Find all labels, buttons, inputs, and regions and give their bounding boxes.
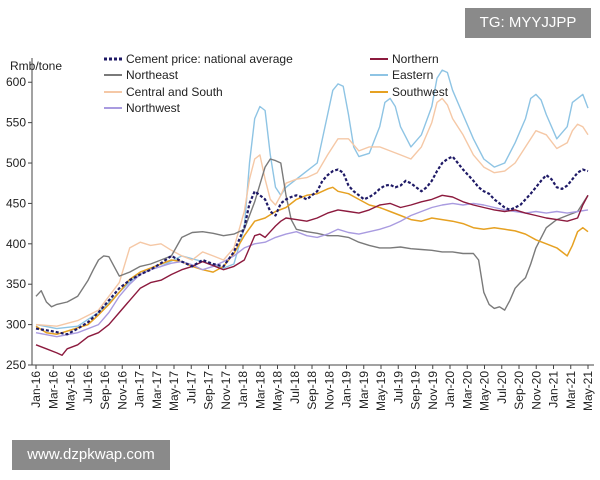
- x-tick-label: Mar-17: [150, 371, 164, 409]
- x-tick-label: Nov-18: [322, 371, 336, 410]
- x-tick-label: Mar-20: [460, 371, 474, 409]
- x-tick-label: Sep-18: [305, 371, 319, 410]
- series-line-northwest: [35, 202, 589, 338]
- x-tick-label: May-16: [64, 371, 78, 411]
- legend-label: Cement price: national average: [126, 52, 293, 66]
- x-tick-label: Mar-21: [564, 371, 578, 409]
- x-tick-label: Jan-18: [236, 371, 250, 408]
- x-tick-label: May-21: [581, 371, 595, 411]
- y-tick-label: 350: [6, 277, 26, 291]
- x-tick-label: Mar-19: [357, 371, 371, 409]
- y-axis-title: Rmb/tone: [10, 59, 62, 73]
- x-tick-label: Mar-16: [46, 371, 60, 409]
- x-axis: Jan-16 Mar-16 May-16 Jul-16 Sep-16 Nov-16 Jan-…: [29, 365, 595, 411]
- x-tick-label: May-18: [271, 371, 285, 411]
- series-lines: [35, 69, 589, 356]
- watermark-tg: TG: MYYJJPP: [465, 8, 591, 38]
- series-line-eastern: [35, 69, 589, 330]
- x-tick-label: May-20: [478, 371, 492, 411]
- x-tick-label: Sep-17: [202, 371, 216, 410]
- x-tick-label: Jan-21: [547, 371, 561, 408]
- y-tick-label: 600: [6, 75, 26, 89]
- legend-label: Central and South: [126, 85, 223, 99]
- x-tick-label: May-19: [374, 371, 388, 411]
- x-tick-label: Jan-20: [443, 371, 457, 408]
- x-tick-label: Jan-16: [29, 371, 43, 408]
- series-line-cement-price-national-average: [35, 155, 589, 336]
- y-tick-label: 450: [6, 196, 26, 210]
- x-tick-label: May-17: [167, 371, 181, 411]
- x-tick-label: Mar-18: [253, 371, 267, 409]
- series-line-northern: [35, 194, 589, 356]
- x-tick-label: Jul-18: [288, 371, 302, 404]
- y-axis: 250 300 350 400 450 500 550 600: [6, 75, 32, 372]
- y-tick-label: 300: [6, 318, 26, 332]
- x-tick-label: Sep-16: [98, 371, 112, 410]
- x-tick-label: Jul-17: [184, 371, 198, 404]
- x-tick-label: Jul-16: [81, 371, 95, 404]
- legend-label: Eastern: [392, 68, 433, 82]
- legend-label: Northeast: [126, 68, 179, 82]
- x-tick-label: Jan-17: [133, 371, 147, 408]
- x-tick-label: Jul-20: [495, 371, 509, 404]
- x-tick-label: Nov-16: [115, 371, 129, 410]
- y-tick-label: 500: [6, 156, 26, 170]
- x-tick-label: Sep-19: [409, 371, 423, 410]
- x-tick-label: Sep-20: [512, 371, 526, 410]
- series-line-southwest: [35, 186, 589, 336]
- watermark-website: www.dzpkwap.com: [12, 440, 170, 470]
- y-tick-label: 400: [6, 237, 26, 251]
- legend-label: Northwest: [126, 101, 181, 115]
- legend: Cement price: national average Northern No…: [104, 52, 449, 115]
- y-tick-label: 550: [6, 116, 26, 130]
- x-tick-label: Jul-19: [391, 371, 405, 404]
- x-tick-label: Nov-19: [426, 371, 440, 410]
- y-tick-label: 250: [6, 358, 26, 372]
- x-tick-label: Nov-17: [219, 371, 233, 410]
- x-tick-label: Jan-19: [340, 371, 354, 408]
- legend-label: Northern: [392, 52, 439, 66]
- x-tick-label: Nov-20: [529, 371, 543, 410]
- series-line-central-and-south: [35, 97, 589, 327]
- legend-label: Southwest: [392, 85, 449, 99]
- series-line-northeast: [35, 158, 589, 311]
